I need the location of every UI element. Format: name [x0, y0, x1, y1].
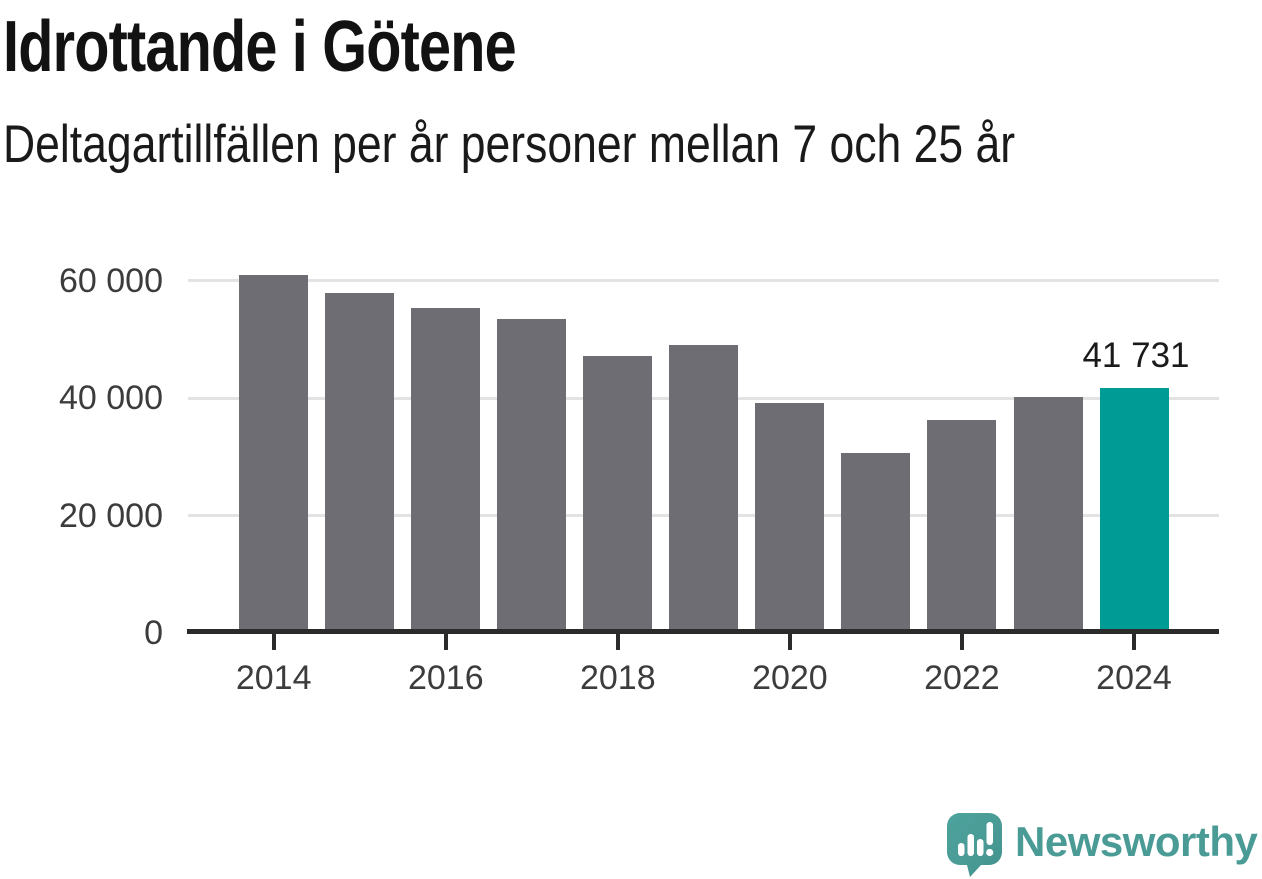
x-axis-tick-2016 [443, 632, 448, 650]
highlight-value-label: 41 731 [1082, 335, 1190, 375]
y-axis-label-20000: 20 000 [59, 496, 163, 535]
y-axis-label-60000: 60 000 [59, 261, 163, 300]
bar-2022 [927, 420, 997, 633]
x-axis-label-2014: 2014 [235, 659, 312, 697]
chart-title: Idrottande i Götene [3, 7, 517, 87]
bar-2015 [325, 292, 395, 633]
bar-2019 [669, 345, 739, 633]
bar-2017 [497, 318, 567, 633]
bar-2018 [583, 355, 653, 633]
x-axis-tick-2020 [787, 632, 792, 650]
y-axis-label-0: 0 [144, 614, 163, 652]
gridline-60000 [188, 279, 1219, 282]
x-axis-line [187, 629, 1219, 634]
x-axis-label-2016: 2016 [407, 659, 484, 697]
bar-2016 [411, 307, 481, 633]
bar-2021 [841, 453, 911, 633]
brand-logo: Newsworthy [946, 812, 1258, 877]
x-axis-label-2022: 2022 [924, 659, 1000, 697]
bar-2020 [755, 403, 825, 633]
x-axis-label-2020: 2020 [752, 659, 828, 697]
x-axis-tick-2022 [959, 632, 964, 650]
bar-2024 [1099, 387, 1169, 633]
x-axis-tick-2014 [271, 632, 276, 650]
x-axis-tick-2018 [615, 632, 620, 650]
chart-subtitle: Deltagartillfällen per år personer mella… [3, 115, 1016, 174]
bar-2014 [239, 274, 309, 633]
x-axis-tick-2024 [1132, 632, 1136, 650]
bar-2023 [1013, 397, 1083, 633]
y-axis-label-40000: 40 000 [59, 379, 163, 417]
newsworthy-logo-icon [947, 813, 1002, 877]
brand-wordmark: Newsworthy [1015, 818, 1258, 865]
x-axis-label-2018: 2018 [579, 659, 656, 697]
x-axis-label-2024: 2024 [1096, 659, 1172, 697]
